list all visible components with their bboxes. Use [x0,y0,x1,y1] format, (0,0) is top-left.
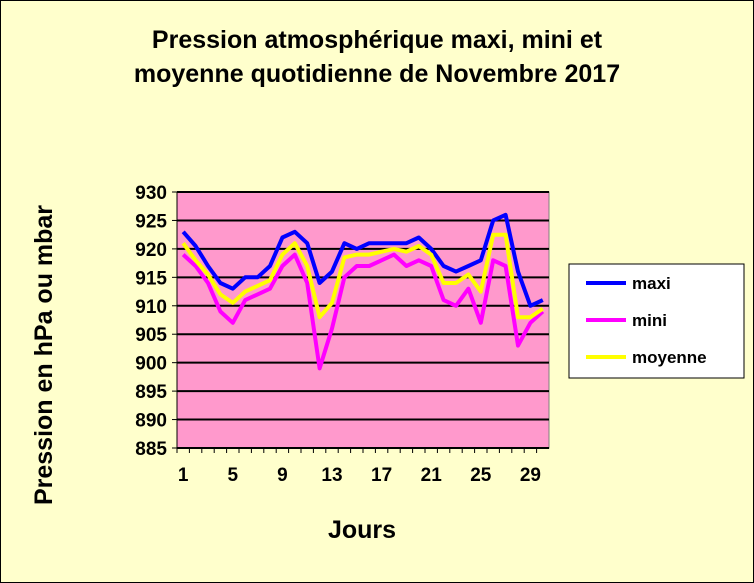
legend-label-maxi: maxi [632,274,671,293]
y-tick-label: 925 [135,211,167,232]
chart-title-line-2: moyenne quotidienne de Novembre 2017 [133,60,621,88]
x-axis-ticks: 1 5 9 13 17 21 25 29 [176,448,541,486]
legend: maxi mini moyenne [568,263,745,379]
y-axis-ticks: 885 890 895 900 905 910 915 920 925 930 [135,183,178,460]
y-tick-label: 905 [135,325,167,346]
x-tick-label: 13 [321,465,342,486]
y-axis-label: Pression en hPa ou mbar [30,205,58,505]
x-tick-label: 21 [421,465,443,486]
chart-title-line-1: Pression atmosphérique maxi, mini et [151,26,603,54]
y-tick-label: 915 [135,268,167,289]
x-axis-label: Jours [328,516,396,544]
x-tick-label: 1 [178,465,189,486]
y-tick-label: 890 [135,411,167,432]
series-line-maxi [181,212,544,308]
series-line-moyenne [181,232,544,320]
legend-label-mini: mini [632,311,667,330]
legend-label-moyenne: moyenne [632,348,707,367]
x-tick-label: 25 [470,465,492,486]
y-tick-label: 885 [135,439,167,460]
x-tick-label: 9 [277,465,288,486]
y-tick-label: 920 [135,240,167,261]
y-tick-label: 930 [135,183,167,204]
y-tick-label: 895 [135,382,167,403]
y-tick-label: 910 [135,297,167,318]
x-tick-label: 29 [520,465,541,486]
x-tick-label: 17 [371,465,392,486]
series-line-mini [181,252,545,371]
x-tick-label: 5 [228,465,239,486]
y-tick-label: 900 [135,354,167,375]
series-lines [181,212,545,371]
